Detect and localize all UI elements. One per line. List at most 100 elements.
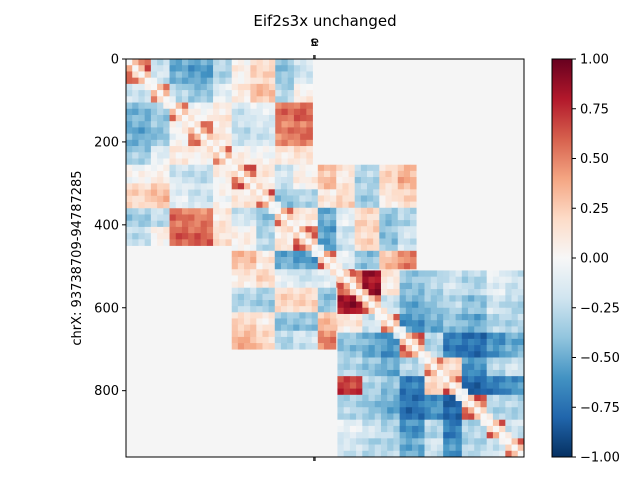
heatmap-cell	[194, 127, 201, 134]
heatmap-cell	[385, 201, 392, 209]
heatmap-cell	[287, 77, 295, 85]
heatmap-cell	[505, 363, 512, 371]
heatmap-cell	[256, 312, 263, 319]
heatmap-cell	[250, 90, 257, 97]
heatmap-cell	[349, 413, 357, 421]
heatmap-cell	[175, 133, 183, 141]
heatmap-cell	[219, 177, 226, 184]
heatmap-cell	[354, 189, 362, 196]
heatmap-cell	[280, 250, 288, 258]
heatmap-cell	[455, 338, 463, 346]
heatmap-cell	[399, 394, 407, 402]
heatmap-cell	[231, 275, 239, 282]
heatmap-cell	[380, 413, 388, 421]
heatmap-cell	[336, 189, 343, 196]
heatmap-cell	[188, 239, 195, 246]
heatmap-cell	[449, 419, 456, 427]
heatmap-cell	[397, 250, 405, 258]
heatmap-cell	[280, 263, 288, 270]
heatmap-cell	[430, 388, 438, 396]
heatmap-cell	[157, 127, 164, 134]
heatmap-cell	[424, 413, 432, 421]
heatmap-cell	[299, 207, 306, 215]
heatmap-cell	[317, 281, 325, 289]
heatmap-cell	[157, 158, 164, 166]
heatmap-cell	[256, 281, 263, 289]
heatmap-cell	[231, 127, 239, 134]
heatmap-cell	[231, 183, 239, 190]
heatmap-cell	[480, 320, 488, 327]
heatmap-cell	[132, 65, 139, 72]
heatmap-cell	[354, 256, 362, 264]
heatmap-cell	[237, 189, 245, 196]
heatmap-cell	[443, 394, 450, 402]
heatmap-cell	[342, 263, 349, 270]
heatmap-cell	[356, 326, 363, 333]
heatmap-cell	[385, 207, 392, 215]
heatmap-cell	[330, 164, 337, 172]
top-tick-label: s	[310, 35, 317, 50]
heatmap-cell	[499, 307, 506, 315]
heatmap-cell	[200, 90, 208, 97]
heatmap-cell	[157, 133, 164, 141]
heatmap-cell	[206, 108, 214, 116]
heatmap-cell	[274, 263, 282, 270]
heatmap-cell	[461, 338, 469, 346]
heatmap-cell	[237, 201, 245, 209]
heatmap-cell	[461, 270, 469, 278]
heatmap-cell	[349, 432, 357, 439]
heatmap-cell	[262, 324, 269, 332]
heatmap-cell	[449, 444, 456, 452]
heatmap-cell	[250, 324, 257, 332]
heatmap-cell	[237, 275, 245, 282]
heatmap-cell	[181, 233, 189, 240]
heatmap-cell	[256, 108, 264, 116]
heatmap-cell	[269, 77, 276, 85]
heatmap-cell	[511, 295, 519, 302]
heatmap-cell	[237, 195, 245, 202]
heatmap-cell	[399, 363, 407, 371]
heatmap-cell	[262, 152, 270, 159]
heatmap-cell	[430, 450, 438, 457]
heatmap-cell	[163, 96, 170, 103]
heatmap-cell	[268, 275, 276, 282]
heatmap-cell	[299, 250, 306, 258]
heatmap-cell	[188, 146, 195, 153]
heatmap-cell	[480, 282, 488, 290]
heatmap-cell	[305, 263, 313, 270]
heatmap-cell	[505, 438, 512, 445]
heatmap-cell	[499, 382, 506, 389]
heatmap-cell	[336, 220, 343, 227]
heatmap-cell	[280, 226, 288, 233]
heatmap-cell	[181, 164, 189, 172]
heatmap-cell	[250, 189, 257, 196]
heatmap-cell	[317, 250, 325, 258]
heatmap-cell	[237, 324, 245, 332]
heatmap-cell	[511, 270, 519, 278]
heatmap-cell	[194, 214, 201, 222]
heatmap-cell	[306, 133, 313, 141]
heatmap-cell	[387, 301, 394, 309]
heatmap-cell	[244, 336, 251, 344]
heatmap-cell	[430, 369, 438, 377]
heatmap-cell	[387, 413, 394, 421]
heatmap-cell	[517, 276, 524, 284]
heatmap-cell	[181, 152, 189, 159]
heatmap-cell	[250, 177, 257, 184]
heatmap-cell	[354, 238, 362, 246]
heatmap-cell	[362, 407, 369, 414]
heatmap-cell	[256, 306, 263, 313]
heatmap-cell	[474, 320, 481, 327]
heatmap-cell	[343, 320, 351, 327]
heatmap-cell	[163, 214, 170, 222]
heatmap-cell	[311, 226, 319, 233]
heatmap-cell	[499, 270, 506, 278]
heatmap-cell	[330, 330, 337, 338]
heatmap-cell	[336, 213, 343, 221]
heatmap-cell	[449, 307, 456, 315]
heatmap-cell	[424, 357, 432, 365]
heatmap-cell	[380, 276, 388, 284]
heatmap-cell	[385, 263, 392, 270]
heatmap-cell	[287, 306, 294, 313]
heatmap-cell	[138, 83, 146, 91]
